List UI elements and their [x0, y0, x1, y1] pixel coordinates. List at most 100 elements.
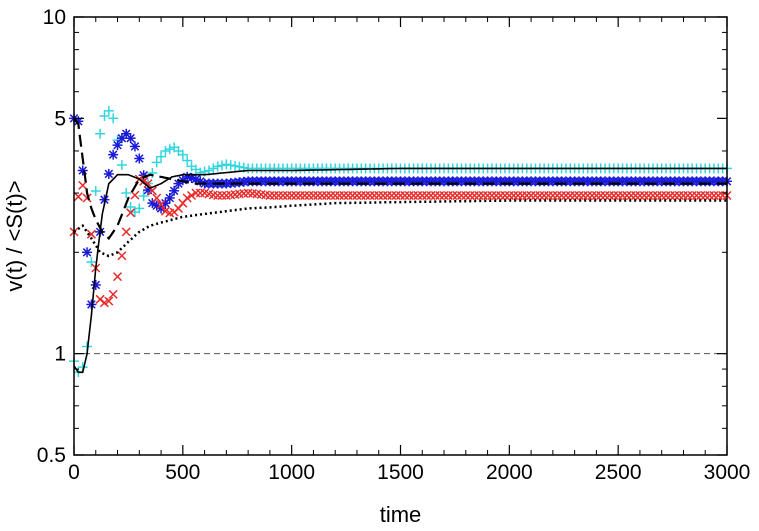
data-point [552, 190, 562, 201]
data-point [395, 190, 406, 201]
series-markers-x [69, 174, 732, 308]
data-point [443, 190, 453, 201]
data-point [570, 190, 580, 201]
data-point [639, 190, 649, 201]
data-point [391, 190, 401, 201]
data-point [365, 190, 375, 201]
data-point [469, 190, 480, 201]
data-point [670, 190, 680, 201]
data-point [113, 272, 123, 282]
data-point [452, 190, 462, 201]
data-point [160, 145, 171, 156]
data-point [304, 190, 314, 201]
data-point [705, 190, 715, 201]
data-point [308, 190, 318, 201]
y-axis-title: v(t) / <S(t)> [2, 180, 27, 291]
data-point [121, 227, 131, 237]
data-point [217, 190, 227, 201]
data-point [335, 190, 345, 201]
data-point [474, 190, 484, 201]
data-point [169, 185, 180, 196]
data-point [313, 190, 323, 201]
data-point [225, 160, 236, 171]
data-point [156, 200, 166, 210]
data-point [152, 193, 162, 203]
data-point [517, 190, 527, 201]
data-point [387, 190, 397, 201]
data-point [126, 208, 136, 218]
data-point [138, 191, 149, 202]
data-point [147, 167, 158, 178]
data-point [413, 190, 423, 201]
data-point [86, 229, 96, 239]
data-point [543, 190, 554, 201]
data-point [73, 192, 83, 202]
data-point [156, 151, 167, 162]
data-point [600, 190, 610, 201]
data-point [352, 190, 362, 201]
data-point [90, 279, 101, 290]
data-point [195, 167, 206, 178]
data-point [274, 190, 284, 201]
data-point [665, 190, 675, 201]
data-point [230, 160, 241, 171]
data-point [661, 190, 671, 201]
data-point [683, 190, 693, 201]
data-point [574, 190, 584, 201]
data-point [300, 190, 310, 201]
data-point [195, 188, 205, 198]
data-point [713, 190, 723, 201]
data-point [125, 133, 136, 144]
data-point [609, 190, 619, 201]
data-point [409, 190, 419, 201]
data-point [151, 157, 162, 168]
data-point [596, 190, 606, 201]
data-point [422, 190, 432, 201]
y-tick-label: 0.5 [37, 444, 66, 467]
axis-ticks: 0 500 1000 1500 2000 2500 3000 0.5 1 5 10 [37, 6, 751, 484]
data-point [439, 190, 449, 201]
data-point [613, 190, 623, 201]
data-point [548, 190, 558, 201]
data-point [504, 190, 514, 201]
data-point [404, 190, 414, 201]
data-point [435, 190, 445, 201]
data-point [99, 194, 110, 205]
data-point [187, 190, 197, 201]
data-point [164, 144, 175, 155]
data-point [465, 190, 475, 201]
series-line-solid [73, 167, 727, 374]
data-point [696, 190, 706, 201]
data-point [278, 190, 288, 201]
data-point [321, 190, 332, 201]
data-point [491, 190, 501, 201]
data-point [208, 163, 219, 174]
data-point [648, 190, 658, 201]
data-point [361, 190, 371, 201]
data-point [77, 165, 88, 176]
data-point [644, 190, 654, 201]
data-point [700, 190, 710, 201]
data-point [125, 201, 136, 212]
data-point [709, 190, 719, 201]
data-point [430, 190, 440, 201]
x-tick-label: 3000 [704, 461, 751, 484]
plot-area [69, 105, 732, 377]
data-point [317, 190, 327, 201]
data-point [678, 190, 688, 201]
data-point [557, 190, 567, 201]
data-point [234, 161, 245, 172]
data-point [657, 190, 667, 201]
data-point [129, 141, 140, 152]
data-point [426, 190, 436, 201]
data-point [369, 190, 379, 201]
data-point [295, 190, 305, 201]
data-point [478, 190, 488, 201]
data-point [112, 140, 123, 151]
data-point [78, 180, 88, 190]
data-point [104, 296, 114, 306]
data-point [164, 192, 175, 203]
data-point [82, 193, 92, 203]
x-tick-label: 1000 [268, 461, 315, 484]
data-point [103, 168, 114, 179]
